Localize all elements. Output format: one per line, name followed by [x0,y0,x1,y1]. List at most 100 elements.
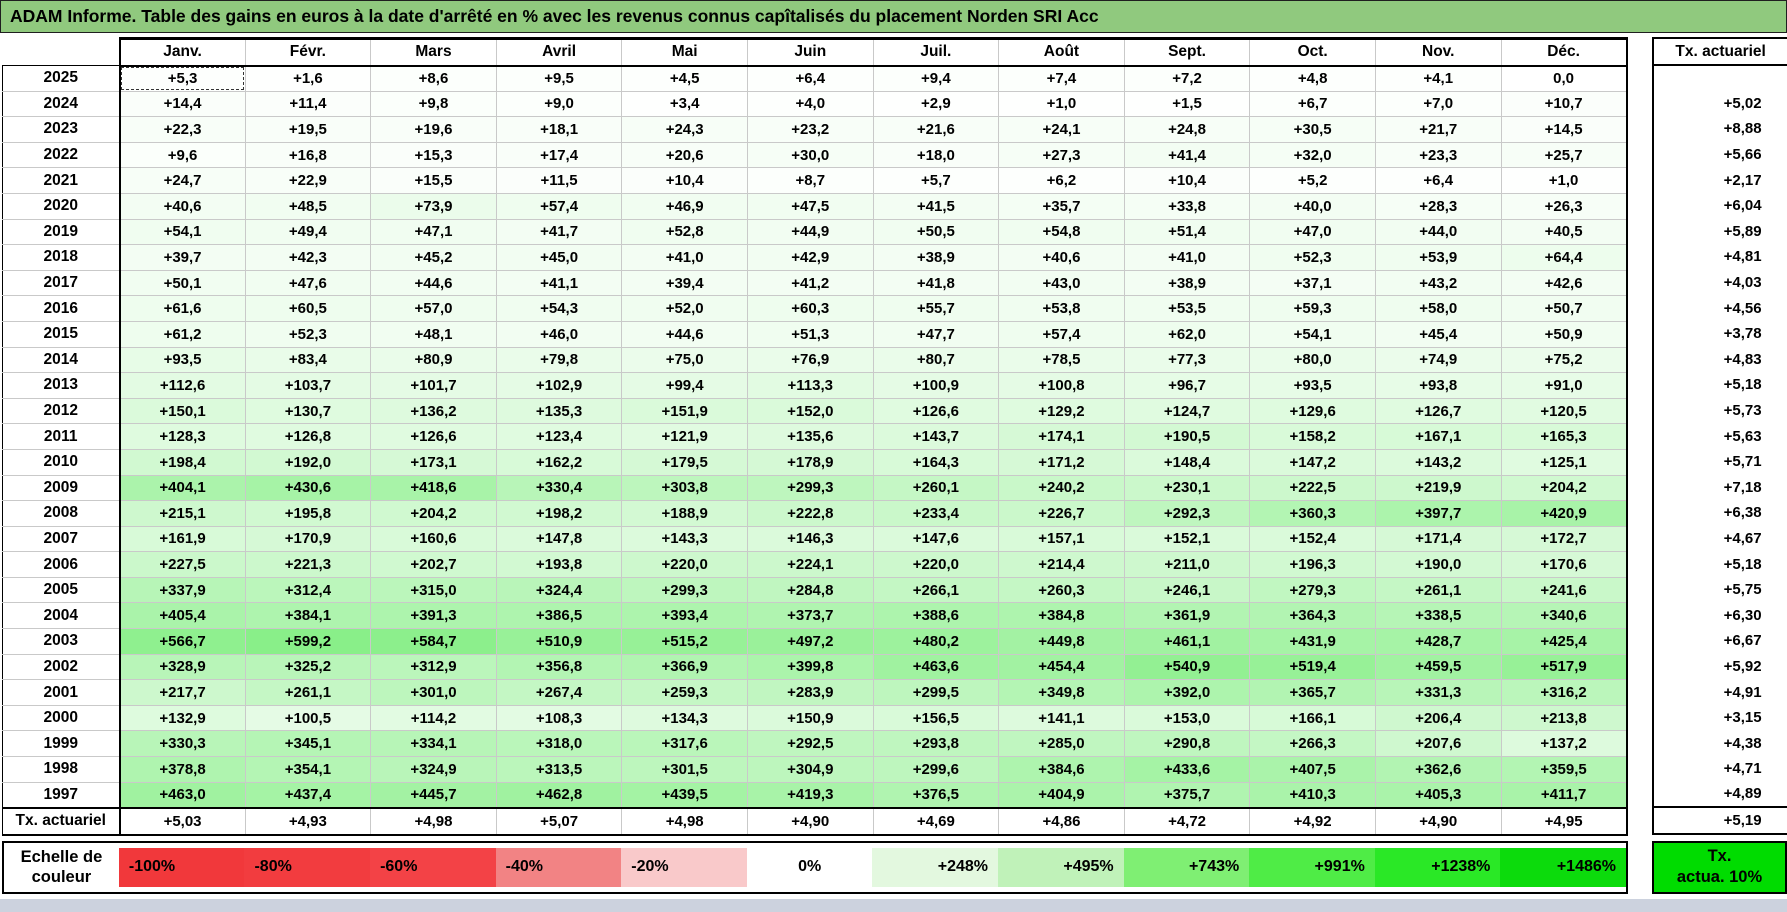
gain-cell-2013-9[interactable]: +96,7 [1123,372,1251,399]
tx-value-2000[interactable]: +3,15 [1651,704,1787,731]
gain-cell-2023-5[interactable]: +24,3 [621,116,748,143]
gain-cell-2000-4[interactable]: +108,3 [495,704,623,732]
gain-cell-1997-1[interactable]: +463,0 [118,781,246,809]
gain-cell-2005-10[interactable]: +279,3 [1249,576,1376,604]
gain-cell-1998-7[interactable]: +299,6 [872,756,1000,783]
gain-cell-2012-7[interactable]: +126,6 [872,397,1000,425]
gain-cell-2005-12[interactable]: +241,6 [1500,576,1628,604]
gain-cell-2019-4[interactable]: +41,7 [495,218,623,246]
year-label-2016[interactable]: 2016 [2,295,120,322]
gain-cell-2021-1[interactable]: +24,7 [118,167,246,194]
gain-cell-1997-9[interactable]: +375,7 [1123,781,1251,809]
gain-cell-2013-7[interactable]: +100,9 [872,372,1000,399]
gain-cell-2011-10[interactable]: +158,2 [1249,423,1376,450]
gain-cell-2017-9[interactable]: +38,9 [1123,269,1251,297]
year-label-2006[interactable]: 2006 [2,551,120,578]
gain-cell-2015-8[interactable]: +57,4 [998,320,1125,348]
year-label-1998[interactable]: 1998 [2,756,120,783]
footer-tx-month-8[interactable]: +4,86 [998,806,1125,836]
gain-cell-2007-5[interactable]: +143,3 [621,525,748,553]
gain-cell-2000-2[interactable]: +100,5 [244,704,372,732]
gain-cell-2004-2[interactable]: +384,1 [244,602,372,630]
gain-cell-2016-11[interactable]: +58,0 [1374,295,1502,322]
gain-cell-2002-3[interactable]: +312,9 [370,653,497,681]
tx-value-2021[interactable]: +2,17 [1651,167,1787,193]
gain-cell-2005-5[interactable]: +299,3 [621,576,748,604]
gain-cell-2000-5[interactable]: +134,3 [621,704,748,732]
year-label-2021[interactable]: 2021 [2,167,120,194]
gain-cell-2014-2[interactable]: +83,4 [244,346,372,374]
gain-cell-2020-12[interactable]: +26,3 [1500,192,1628,220]
year-label-2022[interactable]: 2022 [2,141,120,169]
year-label-2004[interactable]: 2004 [2,602,120,630]
gain-cell-2011-12[interactable]: +165,3 [1500,423,1628,450]
gain-cell-2004-12[interactable]: +340,6 [1500,602,1628,630]
gain-cell-2017-7[interactable]: +41,8 [872,269,1000,297]
month-header-11[interactable]: Nov. [1374,37,1502,67]
gain-cell-2024-12[interactable]: +10,7 [1500,90,1628,118]
gain-cell-2006-10[interactable]: +196,3 [1249,551,1376,578]
gain-cell-2019-7[interactable]: +50,5 [872,218,1000,246]
tx-value-1997[interactable]: +4,89 [1651,781,1787,809]
tx-value-2007[interactable]: +4,67 [1651,525,1787,552]
gain-cell-2025-8[interactable]: +7,4 [998,65,1125,92]
gain-cell-2023-2[interactable]: +19,5 [244,116,372,143]
year-label-2024[interactable]: 2024 [2,90,120,118]
gain-cell-1997-5[interactable]: +439,5 [621,781,748,809]
gain-cell-1999-8[interactable]: +285,0 [998,730,1125,758]
gain-cell-2001-8[interactable]: +349,8 [998,679,1125,706]
gain-cell-2017-1[interactable]: +50,1 [118,269,246,297]
gain-cell-2021-5[interactable]: +10,4 [621,167,748,194]
gain-cell-2022-6[interactable]: +30,0 [746,141,874,169]
gain-cell-2003-5[interactable]: +515,2 [621,628,748,655]
year-label-2011[interactable]: 2011 [2,423,120,450]
gain-cell-2024-10[interactable]: +6,7 [1249,90,1376,118]
gain-cell-2006-9[interactable]: +211,0 [1123,551,1251,578]
gain-cell-2025-5[interactable]: +4,5 [621,65,748,92]
gain-cell-2025-4[interactable]: +9,5 [495,65,623,92]
gain-cell-2004-5[interactable]: +393,4 [621,602,748,630]
gain-cell-2023-4[interactable]: +18,1 [495,116,623,143]
gain-cell-2024-4[interactable]: +9,0 [495,90,623,118]
gain-cell-2009-11[interactable]: +219,9 [1374,474,1502,502]
gain-cell-2014-4[interactable]: +79,8 [495,346,623,374]
gain-cell-2024-8[interactable]: +1,0 [998,90,1125,118]
gain-cell-2000-6[interactable]: +150,9 [746,704,874,732]
gain-cell-2024-6[interactable]: +4,0 [746,90,874,118]
gain-cell-2010-12[interactable]: +125,1 [1500,448,1628,476]
gain-cell-2014-10[interactable]: +80,0 [1249,346,1376,374]
gain-cell-2020-6[interactable]: +47,5 [746,192,874,220]
gain-cell-2004-3[interactable]: +391,3 [370,602,497,630]
gain-cell-2025-11[interactable]: +4,1 [1374,65,1502,92]
footer-tx-month-5[interactable]: +4,98 [621,806,748,836]
gain-cell-2004-6[interactable]: +373,7 [746,602,874,630]
gain-cell-1999-10[interactable]: +266,3 [1249,730,1376,758]
gain-cell-2002-6[interactable]: +399,8 [746,653,874,681]
gain-cell-2017-6[interactable]: +41,2 [746,269,874,297]
year-label-1999[interactable]: 1999 [2,730,120,758]
gain-cell-1997-12[interactable]: +411,7 [1500,781,1628,809]
gain-cell-2017-10[interactable]: +37,1 [1249,269,1376,297]
footer-tx-month-2[interactable]: +4,93 [244,806,372,836]
gain-cell-2003-8[interactable]: +449,8 [998,628,1125,655]
gain-cell-2020-5[interactable]: +46,9 [621,192,748,220]
gain-cell-2003-7[interactable]: +480,2 [872,628,1000,655]
gain-cell-2013-1[interactable]: +112,6 [118,372,246,399]
gain-cell-2001-10[interactable]: +365,7 [1249,679,1376,706]
gain-cell-2014-1[interactable]: +93,5 [118,346,246,374]
gain-cell-2007-3[interactable]: +160,6 [370,525,497,553]
gain-cell-2016-7[interactable]: +55,7 [872,295,1000,322]
gain-cell-2006-11[interactable]: +190,0 [1374,551,1502,578]
gain-cell-2025-10[interactable]: +4,8 [1249,65,1376,92]
gain-cell-2003-2[interactable]: +599,2 [244,628,372,655]
month-header-9[interactable]: Sept. [1123,37,1251,67]
footer-tx-month-6[interactable]: +4,90 [746,806,874,836]
gain-cell-2014-3[interactable]: +80,9 [370,346,497,374]
gain-cell-2006-3[interactable]: +202,7 [370,551,497,578]
gain-cell-2014-5[interactable]: +75,0 [621,346,748,374]
gain-cell-2017-2[interactable]: +47,6 [244,269,372,297]
gain-cell-2001-12[interactable]: +316,2 [1500,679,1628,706]
year-label-2010[interactable]: 2010 [2,448,120,476]
gain-cell-2009-5[interactable]: +303,8 [621,474,748,502]
gain-cell-2022-8[interactable]: +27,3 [998,141,1125,169]
